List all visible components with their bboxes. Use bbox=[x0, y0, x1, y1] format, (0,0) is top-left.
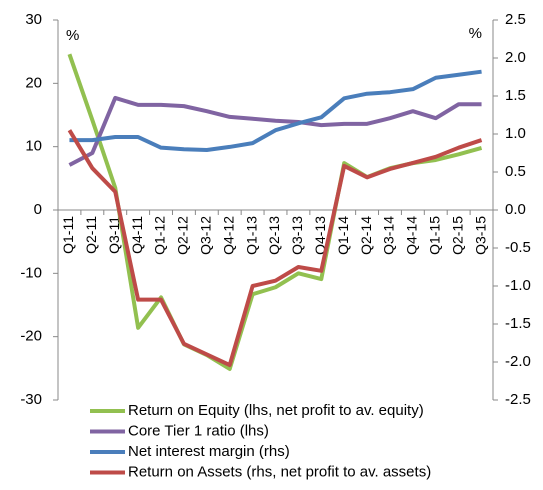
y-tick-label: -10 bbox=[20, 264, 42, 281]
x-tick-label: Q2-13 bbox=[266, 216, 282, 255]
x-tick-label: Q2-14 bbox=[358, 216, 374, 255]
x-tick-label: Q3-11 bbox=[106, 216, 122, 254]
y2-tick-label: -2.0 bbox=[505, 353, 531, 370]
x-tick-label: Q1-15 bbox=[426, 216, 442, 255]
y2-tick-label: -2.5 bbox=[505, 391, 531, 408]
x-tick-label: Q1-11 bbox=[60, 216, 76, 254]
y2-tick-label: 0.5 bbox=[505, 163, 526, 180]
x-tick-label: Q1-12 bbox=[152, 216, 168, 255]
y2-tick-label: 1.0 bbox=[505, 125, 526, 142]
x-tick-label: Q1-13 bbox=[243, 216, 259, 255]
y2-tick-label: -1.5 bbox=[505, 315, 531, 332]
x-tick-label: Q3-15 bbox=[472, 216, 488, 255]
unit-right: % bbox=[469, 25, 482, 42]
legend-label: Return on Equity (lhs, net profit to av.… bbox=[128, 402, 424, 419]
x-tick-label: Q2-15 bbox=[449, 216, 465, 255]
y2-tick-label: 0.0 bbox=[505, 201, 526, 218]
y-tick-label: -20 bbox=[20, 328, 42, 345]
x-tick-label: Q3-12 bbox=[198, 216, 214, 255]
y-tick-label: 0 bbox=[34, 201, 42, 218]
y-tick-label: 30 bbox=[25, 11, 42, 28]
x-tick-label: Q3-14 bbox=[381, 216, 397, 255]
y-tick-label: -30 bbox=[20, 391, 42, 408]
y2-tick-label: -0.5 bbox=[505, 239, 531, 256]
y2-tick-label: 1.5 bbox=[505, 87, 526, 104]
y-tick-label: 20 bbox=[25, 74, 42, 91]
legend-label: Core Tier 1 ratio (lhs) bbox=[128, 422, 269, 439]
x-tick-label: Q4-11 bbox=[129, 216, 145, 254]
x-tick-label: Q1-14 bbox=[335, 216, 351, 255]
x-tick-label: Q4-13 bbox=[312, 216, 328, 255]
x-tick-label: Q4-14 bbox=[404, 216, 420, 255]
x-tick-label: Q2-12 bbox=[175, 216, 191, 255]
series-line bbox=[67, 129, 483, 368]
series-line bbox=[69, 69, 482, 152]
y2-tick-label: -1.0 bbox=[505, 277, 531, 294]
series-line bbox=[68, 95, 482, 167]
y2-tick-label: 2.5 bbox=[505, 11, 526, 28]
x-tick-label: Q3-13 bbox=[289, 216, 305, 255]
legend-label: Return on Assets (rhs, net profit to av.… bbox=[128, 463, 431, 480]
unit-left: % bbox=[66, 27, 79, 44]
x-tick-label: Q4-12 bbox=[220, 216, 236, 255]
y2-tick-label: 2.0 bbox=[505, 49, 526, 66]
legend-label: Net interest margin (rhs) bbox=[128, 443, 290, 460]
x-tick-label: Q2-11 bbox=[83, 216, 99, 254]
y-tick-label: 10 bbox=[25, 138, 42, 155]
